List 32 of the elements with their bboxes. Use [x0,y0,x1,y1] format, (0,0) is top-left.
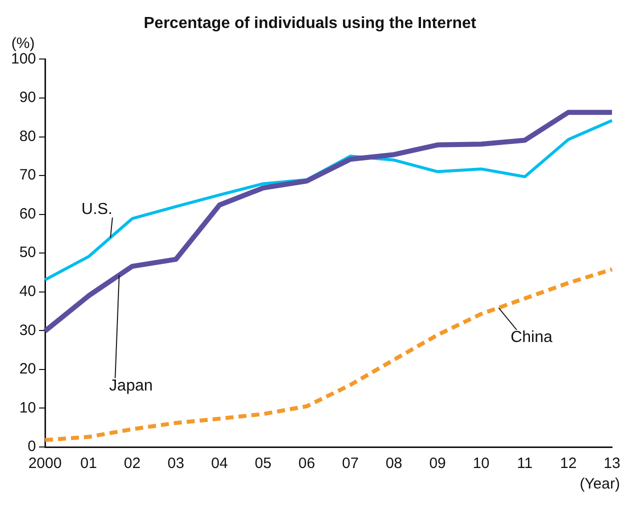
y-tick-label: 60 [19,205,36,222]
y-tick-label: 0 [28,438,36,456]
y-tick-label: 90 [19,89,36,106]
x-axis-title: (Year) [580,476,620,493]
y-tick-label: 20 [19,360,36,378]
x-tick-label: 05 [254,455,272,472]
y-tick-label: 100 [10,50,36,68]
y-tick-label: 50 [19,244,36,262]
y-tick-label: 70 [19,166,36,184]
x-tick-label: 12 [560,455,577,472]
chart-title: Percentage of individuals using the Internet [144,15,477,32]
y-tick-label: 80 [19,128,36,145]
x-tick-label: 07 [342,455,359,472]
y-axis-title: (%) [11,34,35,52]
x-tick-label: 09 [429,455,446,472]
x-tick-label: 08 [386,455,402,472]
x-tick-label: 04 [211,455,228,472]
y-tick-label: 10 [19,399,36,416]
line-series [43,267,614,442]
x-tick-label: 10 [472,455,490,472]
x-tick-label: 11 [516,455,533,472]
x-tick-label: 02 [124,455,141,472]
x-tick-label: 13 [604,455,620,472]
y-tick-label: 40 [19,283,36,300]
x-tick-label: 06 [298,455,316,472]
x-tick-label: 01 [80,455,97,472]
series-label: China [510,329,553,346]
series-label: U.S. [81,200,112,218]
x-tick-label: 03 [168,455,184,472]
y-tick-label: 30 [19,322,36,339]
x-tick-label: 2000 [28,455,62,472]
text: Japan [109,378,153,395]
